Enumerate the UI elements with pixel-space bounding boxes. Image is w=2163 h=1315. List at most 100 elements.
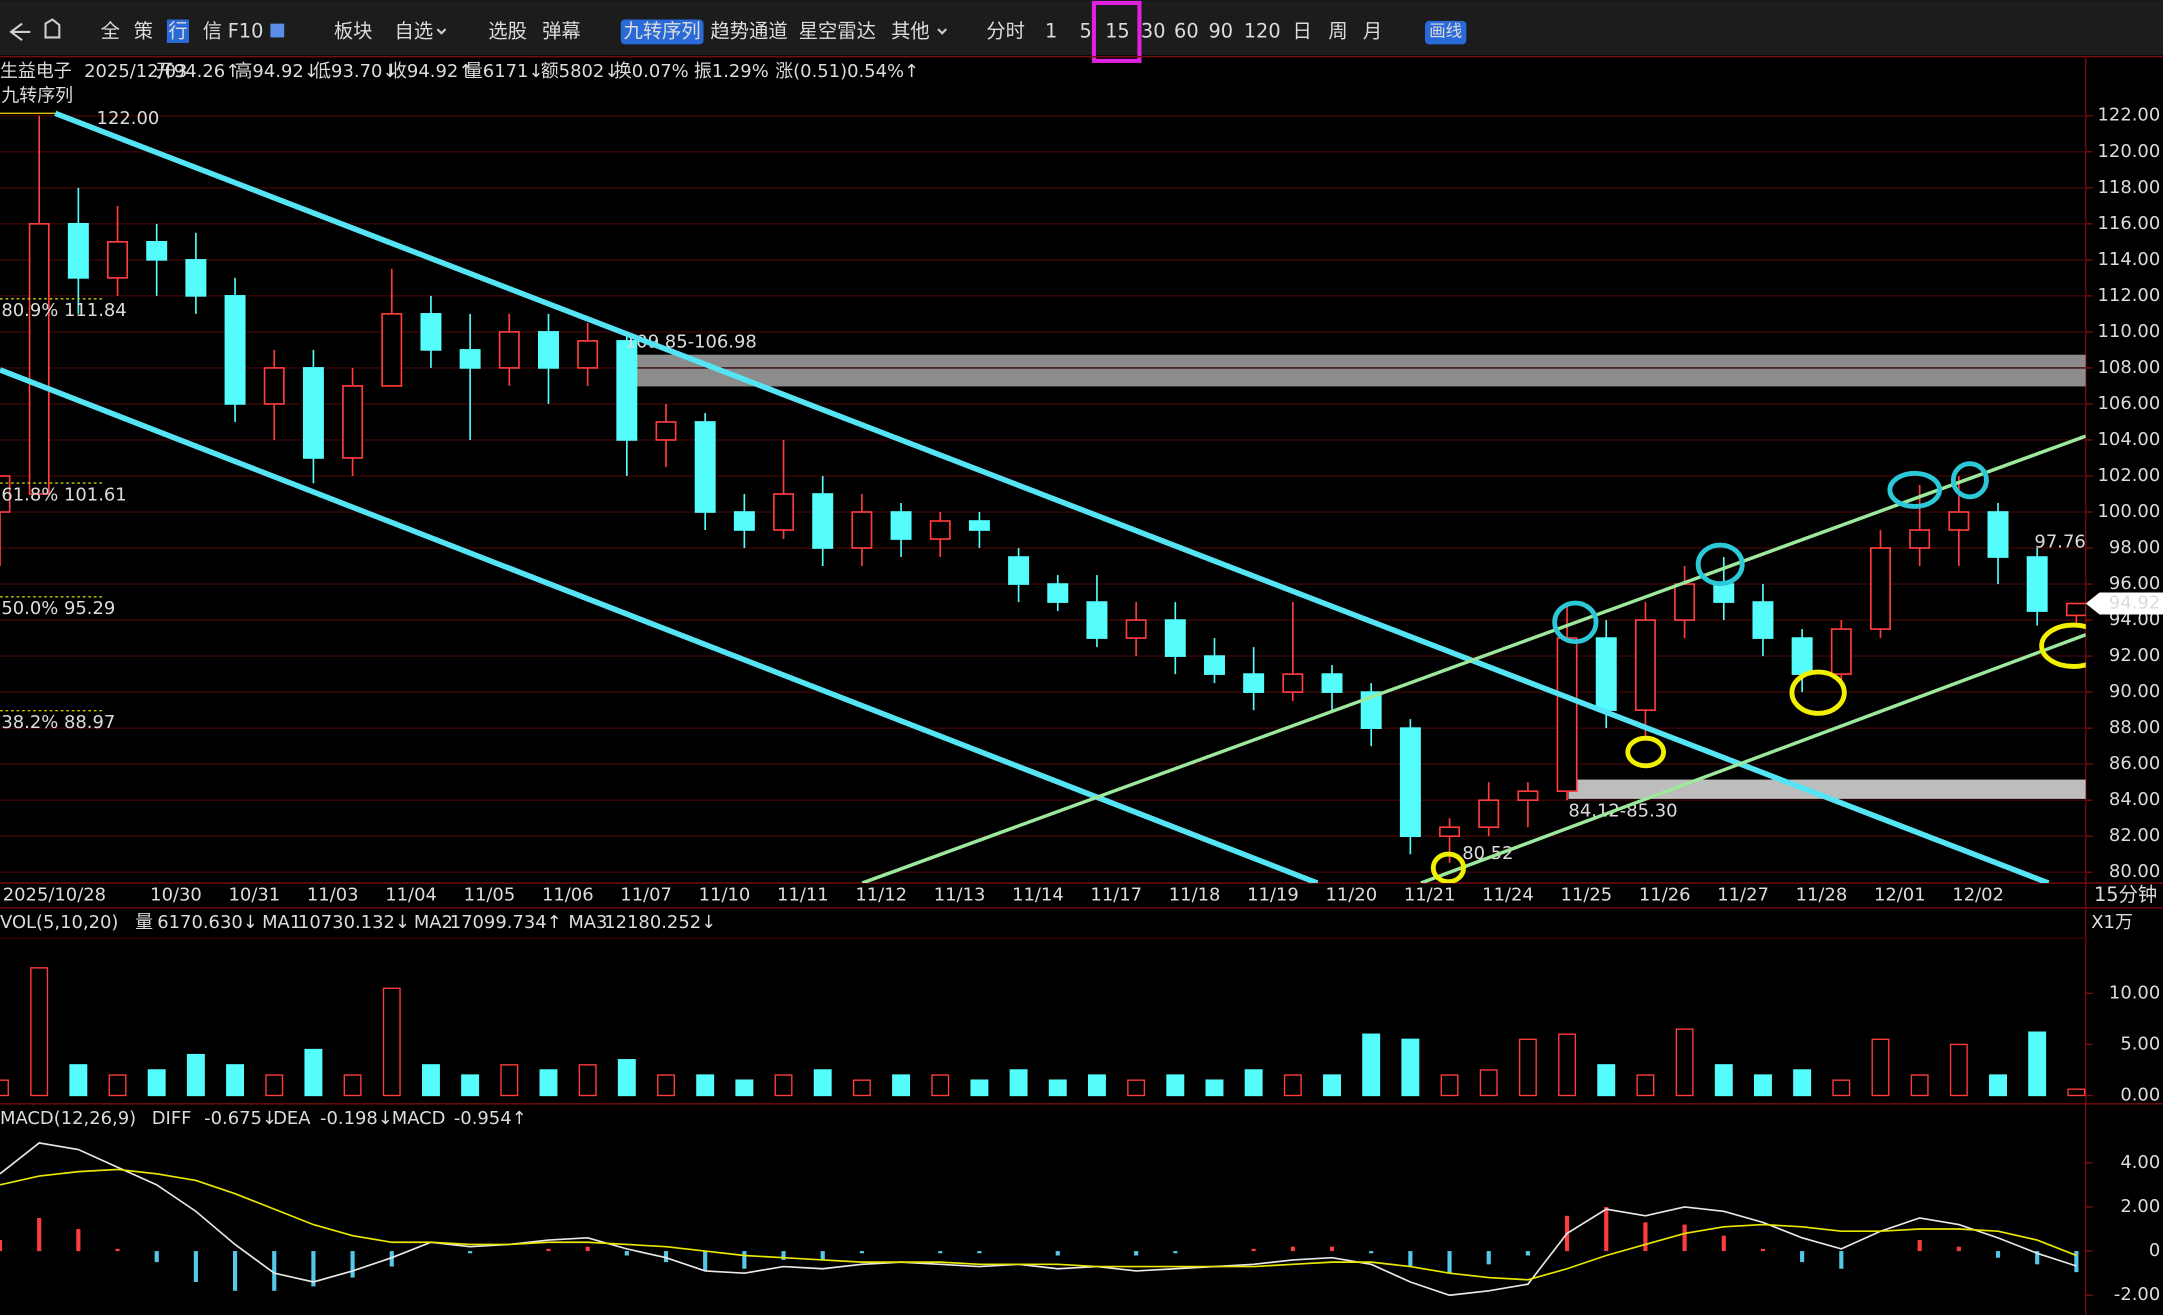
- toolbar-item[interactable]: 信: [203, 19, 222, 42]
- y-tick-label: 86.00: [2109, 753, 2160, 774]
- chip-bg: [1424, 20, 1467, 45]
- candle-body: [1086, 601, 1108, 639]
- legend-name: MA3: [568, 912, 607, 933]
- volume-bar: [382, 987, 401, 1097]
- annotation: 80.52: [1462, 843, 1513, 864]
- x-tick-label: 11/12: [855, 884, 907, 905]
- fib-label: 80.9% 111.84: [1, 300, 126, 321]
- y-tick-label: 10.00: [2109, 982, 2160, 1003]
- dropdown-icon[interactable]: [937, 28, 948, 35]
- volume-bar: [69, 1064, 88, 1097]
- toolbar-item[interactable]: 全: [101, 19, 120, 42]
- toolbar-item[interactable]: 策: [134, 19, 153, 42]
- period-button[interactable]: 90: [1209, 19, 1234, 42]
- x-tick-label: 11/28: [1796, 884, 1848, 905]
- macd-bar: [1173, 1251, 1178, 1254]
- info-value: (0.51)0.54%↑: [793, 61, 919, 82]
- x-tick-label: 11/20: [1325, 884, 1377, 905]
- legend-value: -0.198↓: [320, 1108, 393, 1129]
- period-button[interactable]: 1: [1045, 19, 1057, 42]
- period-button[interactable]: 30: [1141, 19, 1166, 42]
- period-button[interactable]: 60: [1174, 19, 1199, 42]
- volume-bar: [1479, 1069, 1498, 1097]
- fib-label: 61.8% 101.61: [1, 484, 126, 505]
- date: 2025/12/03: [84, 61, 187, 82]
- info-label: 低: [313, 61, 331, 82]
- legend-value: 10730.132↓: [298, 912, 410, 933]
- legend-value: -0.675↓: [204, 1108, 277, 1129]
- toolbar-item[interactable]: 其他: [891, 19, 930, 42]
- toolbar-item[interactable]: 九转序列: [624, 19, 701, 42]
- volume-bar: [1440, 1074, 1459, 1097]
- info-value: 0.07%: [632, 61, 689, 82]
- toolbar-bg: [0, 0, 2163, 56]
- circle-mark: [1789, 669, 1847, 716]
- x-tick-label: 11/03: [307, 884, 359, 905]
- volume-bar: [1910, 1074, 1929, 1097]
- x-tick-label: 11/17: [1090, 884, 1142, 905]
- legend-name: 量: [135, 912, 153, 933]
- volume-bar: [1244, 1069, 1263, 1097]
- candle-body: [0, 475, 11, 513]
- annotation: 84.12-85.30: [1568, 800, 1677, 821]
- fib-label: 50.0% 95.29: [1, 598, 115, 619]
- candle-body: [773, 493, 795, 531]
- toolbar-item[interactable]: 选股: [488, 19, 527, 42]
- volume-bar: [970, 1079, 989, 1097]
- macd-bar: [1643, 1222, 1648, 1252]
- toolbar-item[interactable]: 行: [168, 19, 187, 42]
- x-tick-label: 11/11: [777, 884, 829, 905]
- hand-icon[interactable]: [44, 18, 61, 39]
- x-tick-label: 11/21: [1404, 884, 1456, 905]
- period-button[interactable]: 月: [1363, 19, 1382, 42]
- volume-bar: [30, 967, 49, 1097]
- y-tick-label: 0.00: [2120, 1084, 2160, 1105]
- circle-mark: [1552, 600, 1599, 645]
- macd-bar: [663, 1251, 669, 1263]
- macd-bar: [977, 1251, 982, 1254]
- candle-body: [146, 241, 168, 261]
- x-tick-label: 10/31: [229, 884, 281, 905]
- macd-bar: [0, 1240, 3, 1252]
- toolbar-item[interactable]: 趋势通道: [710, 19, 787, 42]
- toolbar-item[interactable]: 自选: [395, 19, 434, 42]
- dropdown-icon[interactable]: [436, 28, 447, 35]
- toolbar-item[interactable]: 板块: [334, 19, 373, 42]
- toolbar-item[interactable]: F10: [228, 19, 264, 42]
- fib-label: 38.2% 88.97: [1, 712, 115, 733]
- period-button[interactable]: 日: [1293, 19, 1312, 42]
- back-icon[interactable]: [9, 22, 31, 42]
- period-button[interactable]: 15: [1105, 19, 1130, 42]
- circle-mark: [1695, 542, 1745, 587]
- draw-button[interactable]: 画线: [1429, 21, 1462, 40]
- volume-bar: [657, 1074, 675, 1097]
- price-tag: [2085, 592, 2163, 615]
- candle-body: [1634, 619, 1656, 711]
- trend-line: [54, 110, 2050, 884]
- volume-bar: [1714, 1064, 1733, 1097]
- y-tick-label: 90.00: [2109, 681, 2160, 702]
- macd-bar: [115, 1248, 120, 1252]
- candle-body: [1830, 628, 1852, 675]
- annotation: 122.00: [97, 108, 160, 129]
- candle-body: [890, 511, 912, 540]
- window-icon[interactable]: [270, 23, 285, 38]
- panel-title: VOL(5,10,20): [0, 912, 118, 933]
- candle-body: [263, 367, 285, 405]
- info-value: 6171↓: [483, 61, 544, 82]
- macd-bar: [1251, 1248, 1256, 1252]
- period-button[interactable]: 分时: [986, 19, 1025, 42]
- y-tick-label: -2.00: [2114, 1284, 2160, 1305]
- macd-line: [0, 1142, 2077, 1297]
- period-button[interactable]: 5: [1079, 19, 1091, 42]
- period-button[interactable]: 120: [1244, 19, 1281, 42]
- period-button[interactable]: 周: [1328, 19, 1347, 42]
- volume-bar: [226, 1064, 245, 1097]
- macd-bar: [2035, 1251, 2040, 1265]
- candle-body: [1008, 556, 1030, 585]
- toolbar-item[interactable]: 星空雷达: [799, 19, 876, 42]
- trend-line: [861, 434, 2086, 884]
- toolbar-item[interactable]: 弹幕: [542, 19, 581, 42]
- candle-body: [1517, 790, 1539, 802]
